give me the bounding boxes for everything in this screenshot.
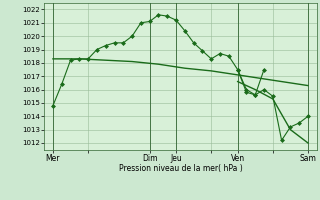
X-axis label: Pression niveau de la mer( hPa ): Pression niveau de la mer( hPa ) [119,164,242,173]
